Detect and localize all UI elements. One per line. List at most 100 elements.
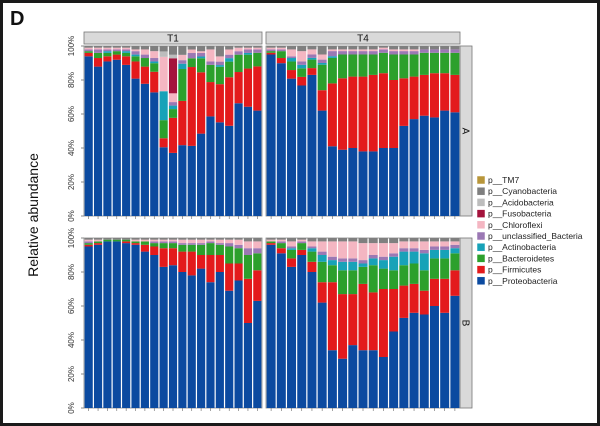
- bar-segment-chloroflexi: [307, 241, 317, 247]
- bar-segment-actinobacteria: [307, 248, 317, 252]
- bar-segment-cyanobacteria: [317, 46, 327, 55]
- y-tick-label: 80%: [67, 264, 76, 280]
- bar-segment-unclassified_bacteria: [103, 49, 112, 52]
- bar-segment-proteobacteria: [307, 74, 317, 217]
- bar-segment-bacteroidetes: [140, 241, 149, 245]
- bar-segment-bacteroidetes: [197, 244, 206, 255]
- bar-segment-firmicutes: [358, 76, 368, 152]
- bar-segment-firmicutes: [287, 70, 297, 79]
- bar-segment-chloroflexi: [327, 241, 337, 257]
- bar-segment-chloroflexi: [131, 49, 140, 52]
- bar-segment-proteobacteria: [297, 255, 307, 408]
- bar-segment-cyanobacteria: [103, 46, 112, 48]
- bar-segment-unclassified_bacteria: [215, 243, 224, 245]
- bar-segment-actinobacteria: [327, 56, 337, 58]
- bar-segment-chloroflexi: [122, 47, 131, 50]
- bar-segment-cyanobacteria: [112, 238, 121, 240]
- bar-segment-unclassified_bacteria: [215, 61, 224, 66]
- bar-segment-unclassified_bacteria: [225, 243, 234, 247]
- bar-segment-proteobacteria: [225, 125, 234, 216]
- bar-segment-firmicutes: [276, 58, 286, 64]
- bar-segment-unclassified_bacteria: [399, 51, 409, 55]
- bar-segment-bacteroidetes: [150, 63, 159, 72]
- bar-segment-firmicutes: [206, 82, 215, 117]
- bar-segment-proteobacteria: [187, 275, 196, 408]
- bar-segment-cyanobacteria: [140, 46, 149, 50]
- bar-segment-firmicutes: [409, 283, 419, 313]
- bar-segment-firmicutes: [399, 285, 409, 318]
- bar-segment-proteobacteria: [140, 251, 149, 408]
- bar-segment-chloroflexi: [378, 47, 388, 50]
- bar-segment-bacteroidetes: [389, 54, 399, 80]
- facet-label-a: A: [460, 128, 471, 135]
- bar-segment-firmicutes: [93, 243, 103, 245]
- bar-segment-chloroflexi: [266, 239, 276, 242]
- bar-segment-proteobacteria: [234, 280, 243, 408]
- bar-segment-chloroflexi: [187, 49, 196, 54]
- bar-segment-cyanobacteria: [317, 238, 327, 242]
- bar-segment-bacteroidetes: [159, 120, 168, 139]
- bar-segment-firmicutes: [122, 241, 131, 244]
- bar-segment-chloroflexi: [287, 241, 297, 247]
- bar-segment-cyanobacteria: [168, 238, 178, 240]
- bar-segment-cyanobacteria: [234, 238, 243, 240]
- bar-segment-bacteroidetes: [243, 255, 253, 279]
- bar-segment-cyanobacteria: [307, 46, 317, 50]
- bar-segment-chloroflexi: [409, 49, 419, 52]
- bar-segment-firmicutes: [419, 290, 429, 315]
- bar-segment-bacteroidetes: [358, 266, 368, 284]
- bar-segment-unclassified_bacteria: [253, 248, 262, 254]
- bar-segment-chloroflexi: [140, 49, 149, 55]
- bar-segment-unclassified_bacteria: [287, 56, 297, 59]
- legend-label-proteobacteria: p__Proteobacteria: [488, 276, 558, 286]
- bar-segment-cyanobacteria: [429, 238, 439, 242]
- bar-segment-unclassified_bacteria: [84, 241, 93, 244]
- bar-segment-cyanobacteria: [338, 46, 348, 50]
- bar-segment-unclassified_bacteria: [368, 255, 378, 259]
- bar-segment-proteobacteria: [187, 145, 196, 216]
- bar-segment-bacteroidetes: [429, 52, 439, 74]
- bar-segment-unclassified_bacteria: [338, 51, 348, 55]
- bar-segment-proteobacteria: [253, 110, 262, 216]
- bar-segment-proteobacteria: [84, 246, 93, 408]
- bar-segment-proteobacteria: [307, 272, 317, 408]
- bar-segment-unclassified_bacteria: [225, 54, 234, 59]
- bar-segment-cyanobacteria: [327, 46, 337, 50]
- bar-segment-firmicutes: [419, 74, 429, 116]
- bar-segment-bacteroidetes: [368, 54, 378, 75]
- bar-segment-unclassified_bacteria: [131, 51, 140, 55]
- bar-segment-proteobacteria: [206, 282, 215, 408]
- bar-segment-firmicutes: [327, 83, 337, 147]
- bar-segment-proteobacteria: [429, 117, 439, 216]
- bar-segment-proteobacteria: [225, 290, 234, 408]
- bar-segment-actinobacteria: [358, 263, 368, 267]
- bar-segment-firmicutes: [378, 73, 388, 148]
- bar-segment-bacteroidetes: [409, 54, 419, 77]
- bar-segment-firmicutes: [84, 244, 93, 247]
- bar-segment-acidobacteria: [159, 51, 168, 57]
- bar-segment-proteobacteria: [297, 85, 307, 216]
- bar-segment-cyanobacteria: [168, 46, 178, 55]
- bar-segment-bacteroidetes: [187, 58, 196, 68]
- bar-segment-firmicutes: [266, 243, 276, 245]
- bar-segment-unclassified_bacteria: [358, 51, 368, 55]
- bar-segment-bacteroidetes: [297, 243, 307, 250]
- bar-segment-unclassified_bacteria: [253, 49, 262, 53]
- bar-segment-firmicutes: [399, 78, 409, 126]
- bar-segment-unclassified_bacteria: [197, 53, 206, 57]
- bar-segment-unclassified_bacteria: [317, 251, 327, 255]
- bar-segment-chloroflexi: [243, 47, 253, 50]
- bar-segment-chloroflexi: [368, 243, 378, 255]
- bar-segment-chloroflexi: [168, 239, 178, 242]
- bar-segment-firmicutes: [103, 56, 112, 62]
- bar-segment-cyanobacteria: [243, 46, 253, 48]
- bar-segment-actinobacteria: [419, 253, 429, 271]
- bar-segment-firmicutes: [168, 248, 178, 266]
- bar-segment-chloroflexi: [159, 56, 168, 92]
- bar-segment-proteobacteria: [159, 147, 168, 216]
- bar-segment-cyanobacteria: [419, 238, 429, 242]
- bar-segment-proteobacteria: [276, 63, 286, 216]
- bar-segment-proteobacteria: [348, 345, 358, 408]
- bar-segment-bacteroidetes: [399, 265, 409, 286]
